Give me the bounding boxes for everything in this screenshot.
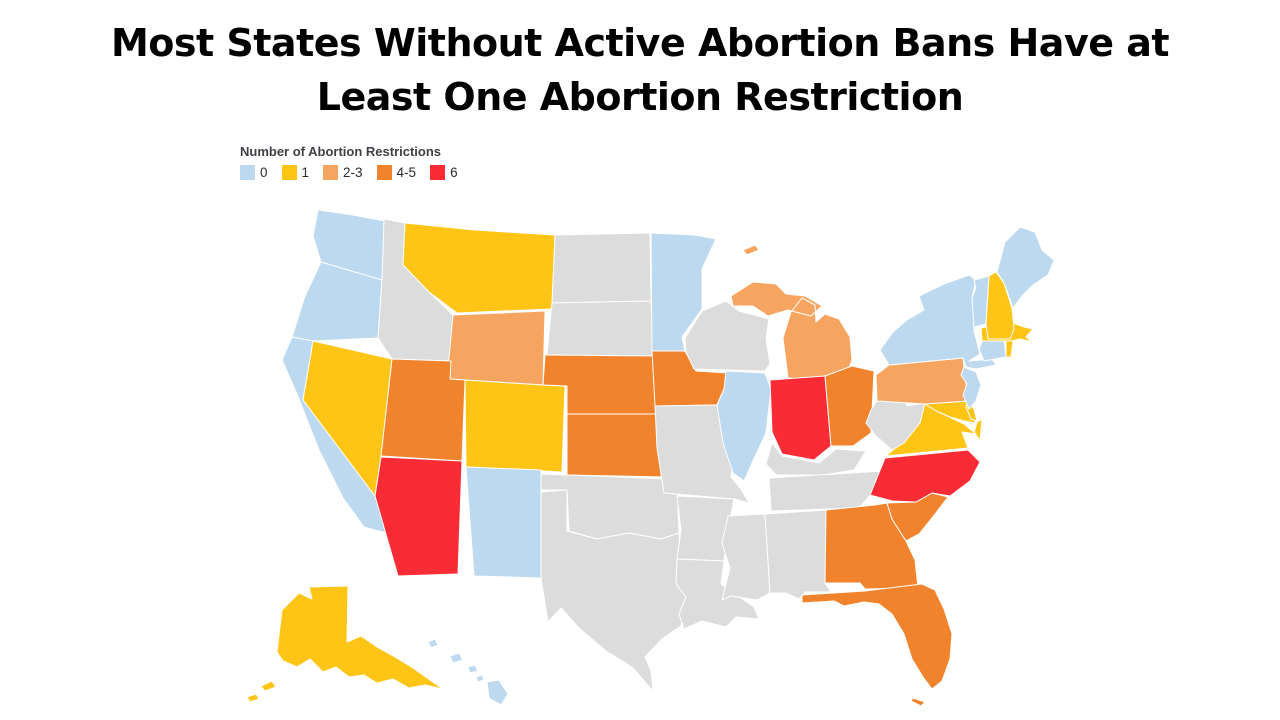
state-wy [446, 310, 546, 386]
legend-swatch-icon [376, 165, 392, 180]
state-az [374, 456, 463, 577]
legend-item-1: 1 [281, 165, 310, 180]
state-nh [985, 271, 1015, 340]
state-il [716, 370, 772, 482]
state-ms [721, 513, 771, 601]
legend-label: 0 [260, 165, 268, 180]
state-tn [768, 470, 887, 512]
legend-swatch-icon [430, 165, 446, 180]
legend-item-0: 0 [240, 165, 268, 180]
legend-swatch-icon [240, 165, 255, 180]
legend-item-2-3: 2-3 [323, 165, 363, 180]
legend: Number of Abortion Restrictions 0 1 2-3 4-5… [240, 144, 458, 180]
legend-swatch-icon [281, 165, 297, 180]
state-sd [546, 300, 657, 357]
state-ga [824, 502, 919, 590]
state-nm [465, 466, 542, 579]
legend-label: 6 [450, 165, 458, 180]
legend-swatch-icon [323, 165, 339, 180]
legend-items: 0 1 2-3 4-5 6 [240, 165, 458, 180]
state-hi [427, 638, 509, 706]
state-ak [246, 585, 444, 703]
state-ks [566, 413, 670, 478]
state-in [769, 375, 832, 461]
state-fl [801, 583, 953, 707]
state-mt [402, 222, 556, 314]
state-ri [1005, 338, 1014, 358]
state-co [464, 379, 566, 473]
state-wi [684, 300, 771, 372]
state-oh [824, 365, 875, 447]
state-ky [765, 442, 867, 476]
state-nd [551, 232, 652, 304]
state-ct [978, 338, 1007, 362]
legend-label: 4-5 [396, 165, 417, 180]
legend-label: 1 [301, 165, 310, 180]
legend-item-6: 6 [430, 165, 458, 180]
state-la [675, 558, 760, 630]
legend-label: 2-3 [343, 165, 363, 180]
state-al [764, 509, 832, 600]
state-nj [960, 366, 982, 410]
state-nc [869, 449, 981, 503]
us-choropleth-map [246, 209, 1055, 707]
legend-item-4-5: 4-5 [376, 165, 417, 180]
legend-title: Number of Abortion Restrictions [240, 144, 442, 159]
state-tx [540, 489, 691, 692]
page-title: Most States Without Active Abortion Bans… [110, 21, 1170, 119]
state-me [996, 226, 1055, 309]
